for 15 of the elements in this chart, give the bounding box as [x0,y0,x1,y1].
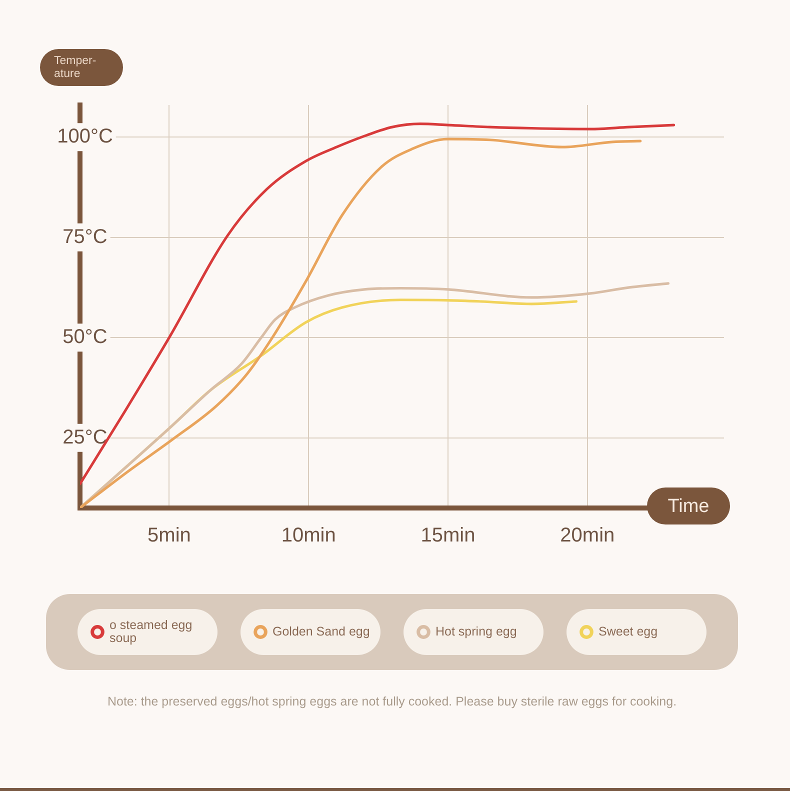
x-tick-label: 5min [148,524,191,547]
y-tick-label: 50°C [62,326,108,348]
legend-label: Sweet egg [598,624,658,638]
legend-label: Hot spring egg [436,624,517,638]
x-tick-label: 20min [560,524,615,547]
legend-label: o steamed egg soup [110,618,192,645]
y-tick-label: 25°C [62,426,108,448]
x-tick-label: 15min [420,524,476,547]
y-tick-label: 100°C [57,126,113,148]
text: Note: the preserved eggs/hot spring eggs are not fully cooked. Please buy sterile raw eggs for cooking. [107,694,677,708]
x-axis-title: Time [668,496,710,518]
legend-label: Golden Sand egg [272,624,370,638]
y-tick-label: 75°C [62,226,108,248]
x-tick-label: 10min [281,524,336,547]
y-axis-title: Temper-ature [54,55,96,80]
